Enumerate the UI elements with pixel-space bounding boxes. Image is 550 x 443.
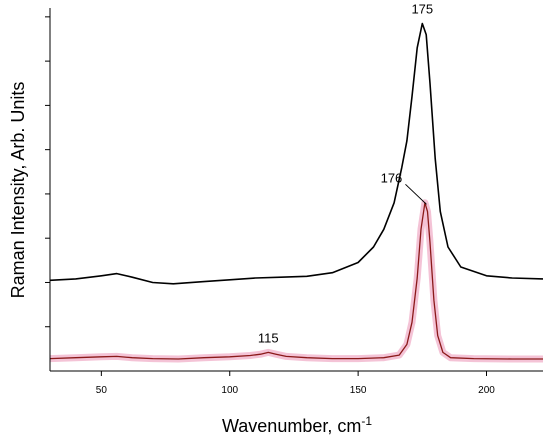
x-tick-label-100: 100 <box>221 385 238 396</box>
peak-annotations: 175 176 115 <box>258 1 433 345</box>
y-ticks <box>45 16 50 328</box>
annotation-115: 115 <box>258 330 279 345</box>
axes: 50 100 150 200 <box>45 8 543 396</box>
x-ticks: 50 100 150 200 <box>96 371 495 396</box>
x-tick-label-50: 50 <box>96 385 108 396</box>
annotation-176: 176 <box>381 170 403 185</box>
annotation-leader-176 <box>405 183 427 205</box>
x-tick-label-150: 150 <box>350 385 367 396</box>
series-1-line <box>49 22 544 285</box>
annotation-175: 175 <box>411 1 433 16</box>
plot-area <box>49 22 544 363</box>
x-tick-label-200: 200 <box>478 385 495 396</box>
series-2-shaded-band <box>49 199 543 363</box>
series-2-line <box>49 202 543 360</box>
x-axis-label: Wavenumber, cm-1 <box>222 414 372 436</box>
y-axis-label: Raman Intensity, Arb. Units <box>8 82 28 299</box>
